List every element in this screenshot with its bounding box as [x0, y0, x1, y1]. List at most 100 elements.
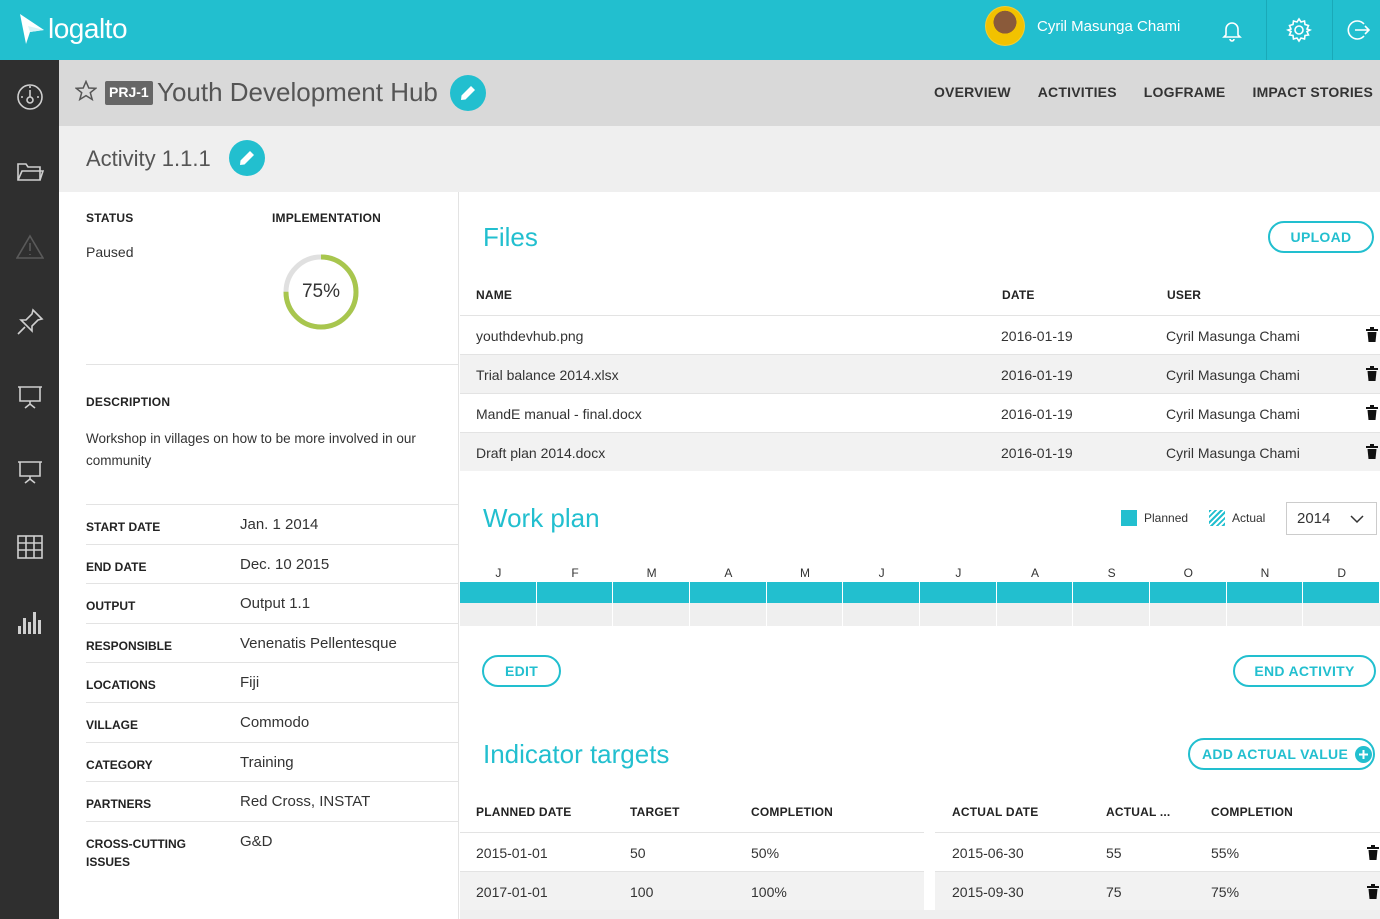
settings-button[interactable] [1267, 0, 1331, 60]
file-user: Cyril Masunga Chami [1166, 445, 1300, 461]
planned-month-cell [1226, 582, 1303, 603]
file-name[interactable]: MandE manual - final.docx [476, 406, 642, 422]
nav-dashboard[interactable] [0, 67, 59, 127]
chevron-down-icon [1350, 515, 1364, 524]
column-header-date[interactable]: DATE [1002, 288, 1035, 302]
field-value: G&D [240, 833, 273, 850]
tab-logframe[interactable]: LOGFRAME [1143, 84, 1226, 100]
edit-project-button[interactable] [450, 75, 486, 111]
user-menu[interactable]: Cyril Masunga Chami [985, 6, 1180, 46]
file-date: 2016-01-19 [1001, 406, 1073, 422]
file-date: 2016-01-19 [1001, 328, 1073, 344]
tab-impact-stories[interactable]: IMPACT STORIES [1252, 84, 1373, 100]
planned-date: 2017-01-01 [476, 884, 548, 900]
edit-button[interactable]: EDIT [482, 655, 561, 687]
year-select[interactable]: 2014 [1286, 502, 1377, 535]
pencil-icon [461, 86, 475, 100]
nav-activities[interactable] [0, 292, 59, 352]
nav-presentations[interactable] [0, 367, 59, 427]
trash-icon[interactable] [1366, 405, 1378, 420]
actual-value: 55 [1106, 845, 1122, 861]
divider [1266, 0, 1267, 60]
field-label: VILLAGE [86, 718, 139, 732]
field-locations: LOCATIONS Fiji [86, 662, 459, 702]
upload-button[interactable]: UPLOAD [1268, 221, 1374, 253]
planned-month-cell [1150, 582, 1226, 603]
bell-icon [1222, 22, 1242, 42]
file-row: Draft plan 2014.docx 2016-01-19 Cyril Ma… [460, 432, 1380, 471]
column-header-planned-date[interactable]: PLANNED DATE [476, 805, 572, 819]
file-date: 2016-01-19 [1001, 367, 1073, 383]
add-actual-value-button[interactable]: ADD ACTUAL VALUE [1188, 738, 1375, 770]
paper-plane-icon [20, 14, 44, 44]
trash-icon[interactable] [1366, 366, 1378, 381]
end-activity-button[interactable]: END ACTIVITY [1233, 655, 1376, 687]
legend-swatch-actual [1209, 510, 1225, 526]
nav-statistics[interactable] [0, 592, 59, 652]
nav-risks[interactable] [0, 217, 59, 277]
field-cross-cutting-issues: CROSS-CUTTING ISSUES G&D [86, 821, 459, 881]
nav-logframe[interactable] [0, 517, 59, 577]
star-icon[interactable] [75, 80, 97, 102]
workplan-title: Work plan [483, 503, 600, 533]
nav-reports[interactable] [0, 442, 59, 502]
edit-activity-button[interactable] [229, 140, 265, 176]
month-divider [765, 603, 767, 626]
logout-button[interactable] [1333, 0, 1380, 60]
avatar [985, 6, 1025, 46]
warning-icon [15, 234, 44, 259]
planned-month-cell [1303, 582, 1379, 603]
column-header-name[interactable]: NAME [476, 288, 513, 302]
user-name: Cyril Masunga Chami [1037, 17, 1181, 35]
trash-icon[interactable] [1367, 884, 1379, 899]
column-header-completion[interactable]: COMPLETION [751, 805, 833, 819]
month-label: J [878, 566, 885, 580]
nav-projects[interactable] [0, 142, 59, 202]
file-name[interactable]: Trial balance 2014.xlsx [476, 367, 619, 383]
file-name[interactable]: Draft plan 2014.docx [476, 445, 606, 461]
month-divider [842, 603, 844, 626]
field-output: OUTPUT Output 1.1 [86, 583, 459, 623]
month-label: M [646, 566, 657, 580]
field-value: Training [240, 754, 294, 771]
plus-circle-icon [1355, 745, 1373, 763]
column-header-actual-date[interactable]: ACTUAL DATE [952, 805, 1039, 819]
month-label: J [955, 566, 962, 580]
column-header-actual-completion[interactable]: COMPLETION [1211, 805, 1293, 819]
planned-month-cell [920, 582, 996, 603]
sidebar [0, 60, 59, 919]
month-label: A [724, 566, 733, 580]
tab-activities[interactable]: ACTIVITIES [1037, 84, 1117, 100]
implementation-ring: 75% [281, 252, 361, 332]
field-label: RESPONSIBLE [86, 639, 173, 653]
month-label: O [1183, 566, 1193, 580]
field-label: CROSS-CUTTING ISSUES [86, 837, 186, 869]
trash-icon[interactable] [1367, 845, 1379, 860]
trash-icon[interactable] [1366, 327, 1378, 342]
month-label: N [1260, 566, 1270, 580]
file-date: 2016-01-19 [1001, 445, 1073, 461]
implementation-label: IMPLEMENTATION [272, 211, 382, 225]
notifications-button[interactable] [1200, 0, 1264, 60]
field-value: Jan. 1 2014 [240, 516, 319, 533]
description-label: DESCRIPTION [86, 395, 171, 409]
logo[interactable]: logalto [18, 12, 128, 46]
file-row: MandE manual - final.docx 2016-01-19 Cyr… [460, 393, 1380, 432]
column-header-user[interactable]: USER [1167, 288, 1202, 302]
field-village: VILLAGE Commodo [86, 702, 459, 742]
planned-date: 2015-01-01 [476, 845, 548, 861]
file-user: Cyril Masunga Chami [1166, 406, 1300, 422]
column-header-actual[interactable]: ACTUAL ... [1106, 805, 1171, 819]
tab-overview[interactable]: OVERVIEW [933, 84, 1011, 100]
project-header: PRJ-1 Youth Development Hub OVERVIEW ACT… [59, 60, 1380, 126]
trash-icon[interactable] [1366, 444, 1378, 459]
month-label: F [571, 566, 579, 580]
file-name[interactable]: youthdevhub.png [476, 328, 584, 344]
column-header-target[interactable]: TARGET [630, 805, 680, 819]
indicator-targets-title: Indicator targets [483, 739, 670, 769]
month-divider [1225, 603, 1227, 626]
target-value: 100 [630, 884, 654, 900]
actual-date: 2015-06-30 [952, 845, 1024, 861]
divider [1332, 0, 1333, 60]
